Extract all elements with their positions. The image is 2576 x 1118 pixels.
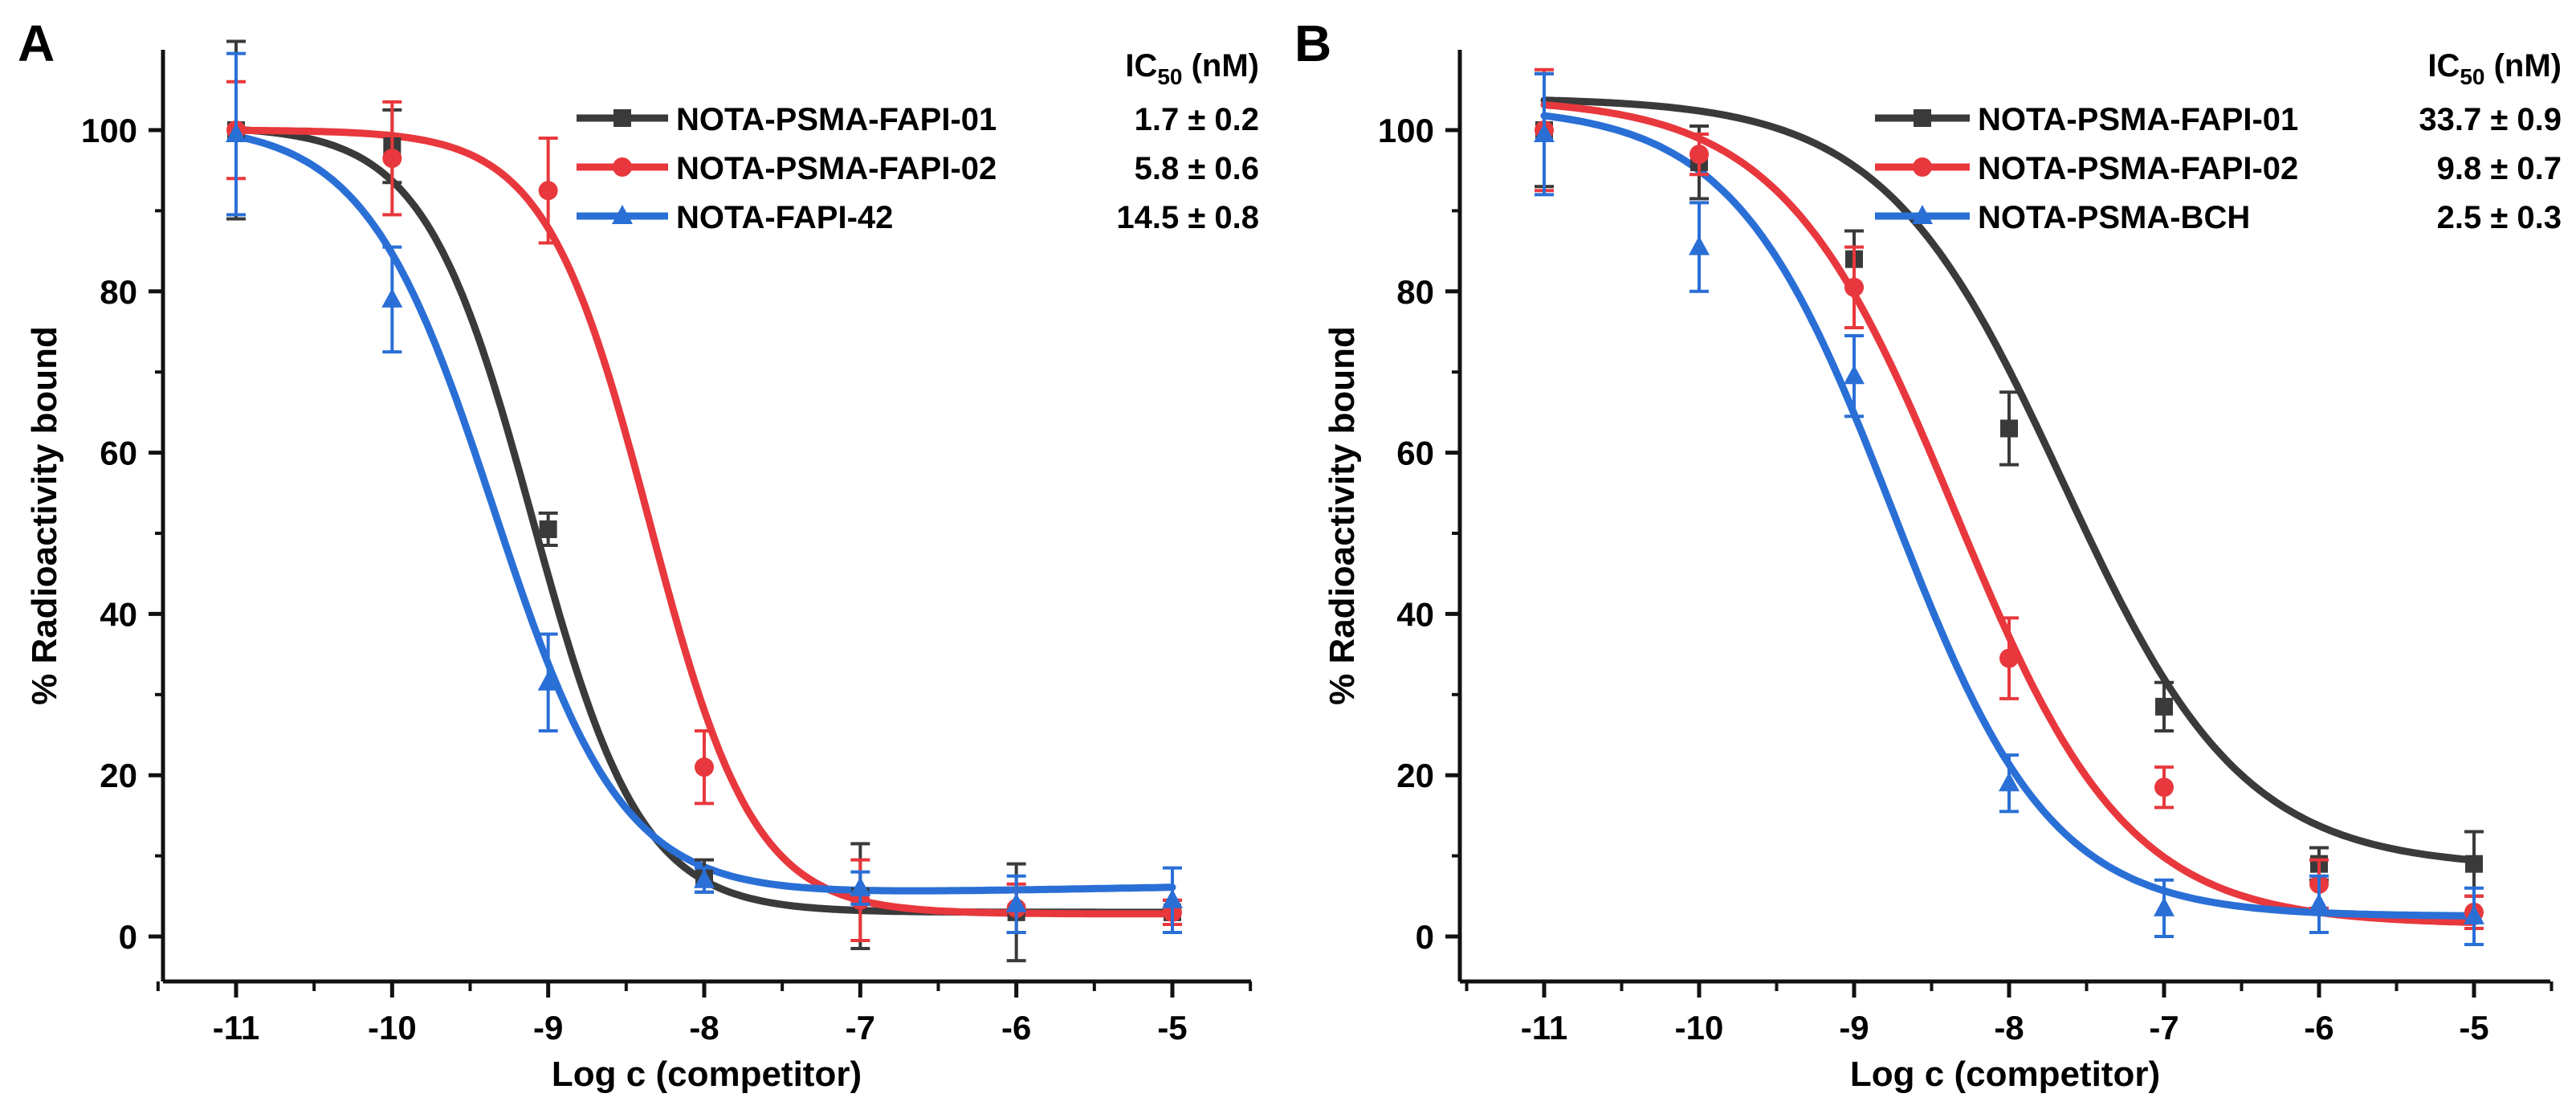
y-tick-label: 20 (100, 757, 137, 794)
data-point (537, 671, 559, 691)
y-tick-label: 60 (1396, 435, 1434, 472)
x-tick-label: -7 (2149, 1009, 2179, 1047)
legend-label: NOTA-PSMA-FAPI-01 (676, 102, 997, 137)
data-point (850, 876, 871, 896)
y-tick-label: 60 (100, 435, 137, 472)
legend-item: NOTA-FAPI-42 14.5 ± 0.8 (577, 200, 1259, 235)
y-tick-label: 0 (119, 918, 137, 956)
data-point (1689, 145, 1709, 165)
data-point (1534, 123, 1555, 143)
data-point (2465, 855, 2483, 873)
y-tick-label: 0 (1416, 918, 1434, 956)
ic50-value: 33.7 ± 0.9 (2419, 102, 2562, 137)
y-tick-label: 100 (1378, 112, 1434, 149)
legend-item: NOTA-PSMA-FAPI-01 33.7 ± 0.9 (1875, 102, 2562, 137)
x-tick-label: -11 (213, 1009, 259, 1047)
x-tick-label: -11 (1521, 1009, 1567, 1047)
data-point (2155, 697, 2173, 716)
x-tick-label: -9 (533, 1009, 563, 1047)
data-point (1999, 772, 2020, 792)
data-point (538, 181, 558, 201)
legend-item: NOTA-PSMA-FAPI-01 1.7 ± 0.2 (577, 102, 1259, 137)
data-point (2154, 896, 2175, 916)
legend-label: NOTA-PSMA-FAPI-02 (676, 151, 997, 186)
legend-label: NOTA-FAPI-42 (676, 200, 893, 235)
data-point (2464, 904, 2484, 924)
ic50-value: 2.5 ± 0.3 (2437, 200, 2562, 235)
x-tick-label: -5 (2459, 1009, 2488, 1047)
x-tick-label: -8 (689, 1009, 719, 1047)
data-point (1999, 648, 2019, 668)
y-axis-label: % Radioactivity bound (25, 326, 64, 705)
data-point (1844, 277, 1864, 297)
ic50-value: 9.8 ± 0.7 (2437, 151, 2562, 186)
data-point (539, 520, 557, 538)
y-axis-label: % Radioactivity bound (1323, 326, 1362, 705)
x-axis-label: Log c (competitor) (1850, 1055, 2160, 1094)
x-tick-label: -9 (1839, 1009, 1869, 1047)
x-tick-label: -10 (1675, 1009, 1724, 1047)
panel-a: A 0 20 40 60 80 100 -11 -10 -9 -8 -7 -6 -5 Log c (co… (18, 14, 1259, 1094)
data-point (382, 149, 402, 169)
data-point (1005, 892, 1027, 912)
legend-label: NOTA-PSMA-BCH (1978, 200, 2250, 235)
legend-marker (613, 157, 632, 177)
legend-label: NOTA-PSMA-FAPI-01 (1978, 102, 2298, 137)
ic50-header: IC50 (nM) (2427, 48, 2562, 89)
fit-curve (1540, 96, 2478, 864)
ic50-value: 5.8 ± 0.6 (1135, 151, 1259, 186)
y-tick-label: 100 (81, 112, 137, 149)
y-tick-label: 20 (1396, 757, 1434, 794)
ic50-value: 1.7 ± 0.2 (1135, 102, 1259, 137)
legend: IC50 (nM)NOTA-PSMA-FAPI-01 33.7 ± 0.9NOTA… (1875, 48, 2562, 235)
ic50-value: 14.5 ± 0.8 (1116, 200, 1259, 235)
data-point (381, 288, 403, 308)
data-point (695, 757, 714, 777)
legend-marker (612, 205, 633, 224)
data-point (694, 868, 715, 888)
x-tick-label: -7 (846, 1009, 875, 1047)
y-tick-label: 40 (1396, 595, 1434, 633)
legend-item: NOTA-PSMA-FAPI-02 5.8 ± 0.6 (577, 151, 1259, 186)
legend-item: NOTA-PSMA-BCH 2.5 ± 0.3 (1875, 200, 2562, 235)
x-tick-label: -10 (368, 1009, 417, 1047)
y-tick-label: 40 (100, 595, 137, 633)
legend-item: NOTA-PSMA-FAPI-02 9.8 ± 0.7 (1875, 151, 2562, 186)
panel-label: B (1294, 14, 1331, 72)
y-tick-label: 80 (100, 273, 137, 311)
data-point (1162, 888, 1183, 908)
legend-marker (1913, 157, 1932, 177)
x-tick-label: -8 (1994, 1009, 2024, 1047)
data-point (2309, 892, 2329, 912)
legend: IC50 (nM)NOTA-PSMA-FAPI-01 1.7 ± 0.2NOTA-… (577, 48, 1259, 235)
legend-marker (1912, 205, 1933, 224)
data-point (2154, 777, 2174, 798)
legend-label: NOTA-PSMA-FAPI-02 (1978, 151, 2298, 186)
ic50-header: IC50 (nM) (1125, 48, 1259, 89)
legend-marker (1914, 109, 1931, 127)
x-tick-label: -6 (1001, 1009, 1031, 1047)
data-point (226, 123, 247, 143)
data-point (2000, 419, 2018, 438)
panel-b: B 0 20 40 60 80 100 -11 -10 -9 -8 -7 -6 -5 Log c (co… (1294, 14, 2562, 1094)
x-axis-label: Log c (competitor) (552, 1055, 862, 1094)
y-tick-label: 80 (1396, 273, 1434, 311)
x-tick-label: -6 (2304, 1009, 2333, 1047)
legend-marker (613, 109, 631, 127)
data-point (1689, 235, 1710, 255)
x-tick-label: -5 (1157, 1009, 1187, 1047)
panel-label: A (18, 14, 55, 72)
data-point (1844, 365, 1865, 385)
